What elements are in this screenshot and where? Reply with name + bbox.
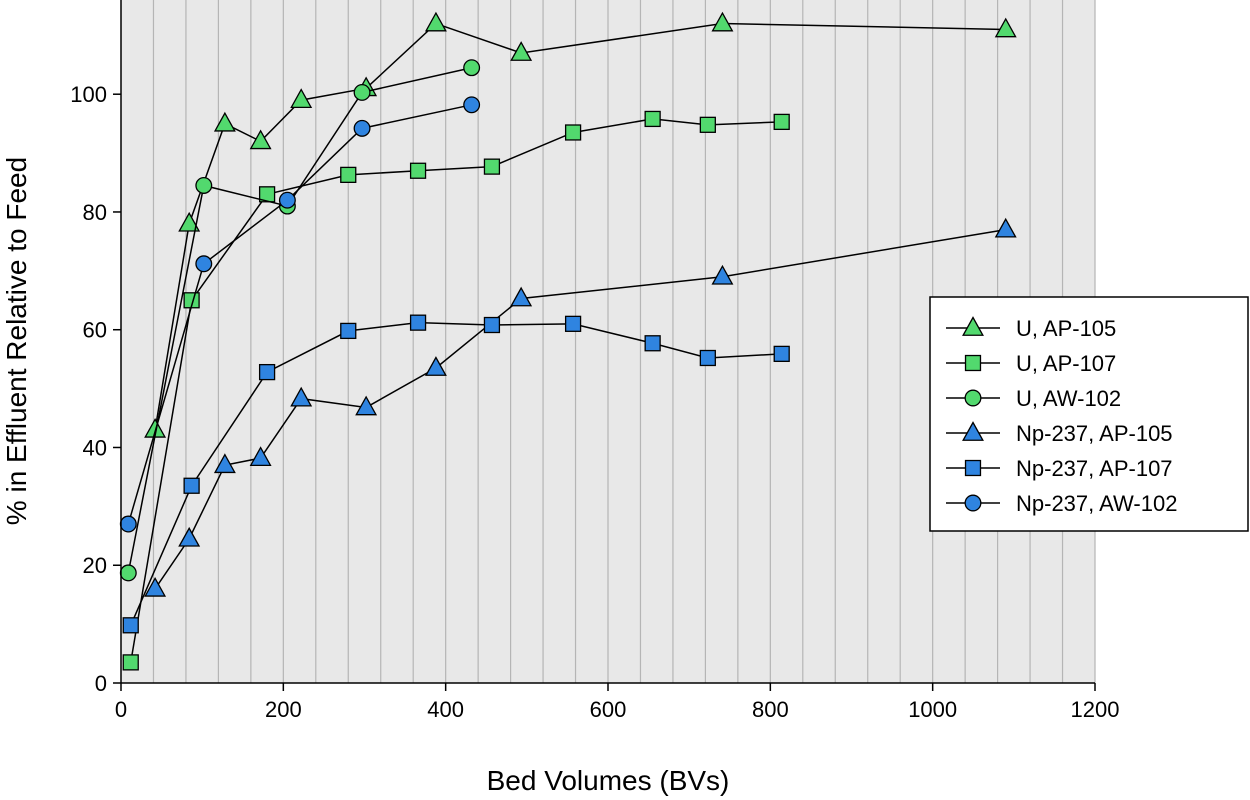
legend-marker-circle	[964, 389, 982, 407]
legend-marker-triangle	[962, 316, 984, 336]
series-line	[130, 118, 782, 663]
data-point-square	[409, 162, 427, 179]
data-point-triangle	[144, 576, 167, 597]
data-point-circle	[463, 96, 481, 114]
data-point-circle	[278, 191, 296, 209]
y-tick-label: 20	[83, 553, 107, 578]
x-tick-label: 600	[590, 697, 627, 722]
y-tick-label: 100	[70, 82, 107, 107]
tick-labels: 0 200 400 600 800 1000 1200 0 20 40 60 80 100	[70, 82, 1119, 722]
data-point-square	[773, 345, 790, 362]
data-point-square	[564, 124, 582, 141]
y-tick-label: 40	[83, 435, 107, 460]
series-5	[119, 96, 481, 533]
legend-item: Np-237, AW-102	[946, 491, 1177, 516]
data-point-square	[183, 477, 200, 494]
series-line	[130, 321, 782, 626]
data-point-triangle	[355, 395, 378, 416]
y-tick-label: 60	[83, 318, 107, 343]
grid-lines	[152, 0, 1096, 683]
data-point-circle	[353, 83, 371, 101]
data-point-triangle	[994, 217, 1017, 238]
legend-label: Np-237, AP-105	[1016, 421, 1173, 446]
data-point-triangle	[510, 41, 533, 61]
data-point-square	[564, 315, 582, 332]
data-point-triangle	[290, 88, 313, 109]
data-point-circle	[195, 255, 213, 273]
data-point-square	[340, 322, 357, 340]
x-axis-title: Bed Volumes (BVs)	[487, 765, 730, 796]
data-point-square	[699, 116, 716, 133]
data-point-circle	[119, 564, 137, 582]
data-point-triangle	[711, 11, 734, 32]
x-tick-label: 1200	[1071, 697, 1120, 722]
data-point-circle	[353, 119, 371, 137]
legend-marker-circle	[964, 494, 982, 512]
series-4	[122, 314, 790, 634]
data-point-triangle	[249, 129, 272, 150]
x-tick-label: 200	[265, 697, 302, 722]
data-point-square	[483, 316, 501, 334]
data-point-circle	[463, 59, 481, 77]
data-point-triangle	[711, 264, 734, 285]
legend-label: Np-237, AW-102	[1016, 491, 1177, 516]
legend-label: U, AP-105	[1016, 316, 1116, 341]
y-axis-title: % in Effluent Relative to Feed	[1, 157, 32, 525]
x-tick-label: 1000	[908, 697, 957, 722]
x-tick-label: 0	[115, 697, 127, 722]
data-point-triangle	[424, 356, 447, 376]
data-point-triangle	[178, 211, 201, 232]
data-point-triangle	[213, 111, 236, 132]
legend-label: Np-237, AP-107	[1016, 456, 1173, 481]
legend-marker-triangle	[962, 421, 984, 441]
data-point-triangle	[178, 526, 201, 547]
data-point-triangle	[510, 286, 533, 307]
y-tick-label: 80	[83, 200, 107, 225]
data-point-circle	[195, 176, 213, 194]
legend-box	[929, 296, 1249, 532]
data-point-square	[483, 158, 501, 175]
data-point-triangle	[290, 386, 313, 407]
legend-label: U, AW-102	[1016, 386, 1121, 411]
data-point-triangle	[424, 11, 447, 32]
series-layer	[119, 11, 1017, 671]
legend-item: Np-237, AP-105	[946, 421, 1173, 446]
legend-label: U, AP-107	[1016, 351, 1116, 376]
data-point-square	[773, 113, 790, 131]
y-tick-label: 0	[95, 671, 107, 696]
series-3	[144, 217, 1017, 597]
x-tick-label: 400	[427, 697, 464, 722]
data-point-square	[699, 349, 716, 367]
legend: U, AP-105 U, AP-107 U, AW-102 Np-237, AP-10…	[929, 296, 1249, 532]
data-point-square	[409, 314, 427, 331]
data-point-square	[644, 335, 661, 352]
data-point-triangle	[249, 446, 272, 466]
legend-item: U, AP-105	[946, 316, 1116, 341]
data-point-triangle	[213, 453, 236, 474]
data-point-square	[644, 110, 661, 128]
data-point-square	[340, 166, 357, 184]
legend-marker-square	[964, 459, 982, 477]
series-1	[122, 110, 790, 671]
legend-item: U, AP-107	[946, 351, 1116, 376]
legend-item: U, AW-102	[946, 386, 1121, 411]
data-point-triangle	[994, 17, 1017, 38]
legend-marker-square	[964, 354, 982, 372]
data-point-circle	[119, 515, 137, 533]
data-point-square	[122, 617, 139, 634]
series-line	[154, 228, 1006, 590]
data-point-square	[122, 654, 139, 671]
data-point-square	[258, 363, 276, 381]
series-line	[154, 22, 1006, 430]
legend-item: Np-237, AP-107	[946, 456, 1173, 481]
x-tick-label: 800	[752, 697, 789, 722]
